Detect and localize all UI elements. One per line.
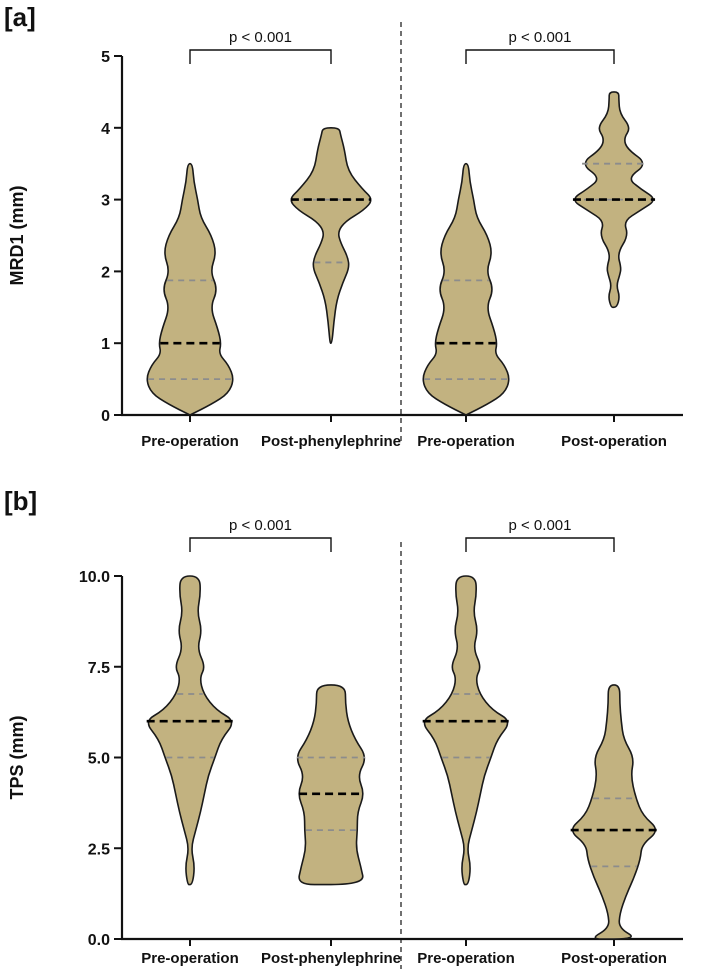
y-tick-label: 4 <box>101 121 110 138</box>
y-tick-label: 0.0 <box>88 932 110 949</box>
violin-shape <box>147 575 233 886</box>
panel-label-b: [b] <box>4 486 38 516</box>
violin-shape <box>146 162 234 416</box>
significance-label: p < 0.001 <box>509 517 572 534</box>
significance-bracket <box>189 49 332 64</box>
x-category-label: Post-operation <box>561 950 667 967</box>
violin-shape <box>571 684 657 940</box>
panel-a: [a] 0 1 2 3 4 5 MRD1 (mm) Pre-operation Post-phe… <box>0 0 708 486</box>
violin-chart-a: 0 1 2 3 4 5 MRD1 (mm) Pre-operation Post-phenyle… <box>7 22 683 450</box>
violin-shape <box>423 575 509 886</box>
significance-bracket <box>189 537 332 552</box>
significance-label: p < 0.001 <box>229 517 292 534</box>
y-axis-title: MRD1 (mm) <box>7 185 27 285</box>
significance-bracket <box>465 49 615 64</box>
y-tick-label: 0 <box>101 408 110 425</box>
x-category-label: Pre-operation <box>141 950 239 967</box>
y-tick-label: 2.5 <box>88 841 110 858</box>
y-tick-label: 10.0 <box>79 569 110 586</box>
significance-bracket <box>465 537 615 552</box>
y-axis-title: TPS (mm) <box>7 715 27 799</box>
significance-label: p < 0.001 <box>509 29 572 46</box>
x-category-label: Pre-operation <box>417 950 515 967</box>
y-tick-label: 5 <box>101 49 110 66</box>
x-category-label: Post-operation <box>561 433 667 450</box>
violin-chart-b: 0.0 2.5 5.0 7.5 10.0 TPS (mm) Pre-operation Pos… <box>7 517 683 969</box>
panel-label-a: [a] <box>4 2 36 32</box>
y-tick-label: 5.0 <box>88 751 110 768</box>
y-tick-label: 7.5 <box>88 660 110 677</box>
y-tick-label: 1 <box>101 336 110 353</box>
x-category-label: Post-phenylephrine <box>261 950 401 967</box>
violin-shape <box>296 684 366 886</box>
significance-label: p < 0.001 <box>229 29 292 46</box>
y-tick-label: 2 <box>101 264 110 281</box>
panel-b: [b] 0.0 2.5 5.0 7.5 10.0 TPS (mm) Pre-operatio… <box>0 486 708 973</box>
violin-shape <box>422 162 510 416</box>
violin-shape <box>290 126 372 344</box>
x-category-label: Pre-operation <box>417 433 515 450</box>
y-tick-label: 3 <box>101 193 110 210</box>
x-category-label: Post-phenylephrine <box>261 433 401 450</box>
x-category-label: Pre-operation <box>141 433 239 450</box>
